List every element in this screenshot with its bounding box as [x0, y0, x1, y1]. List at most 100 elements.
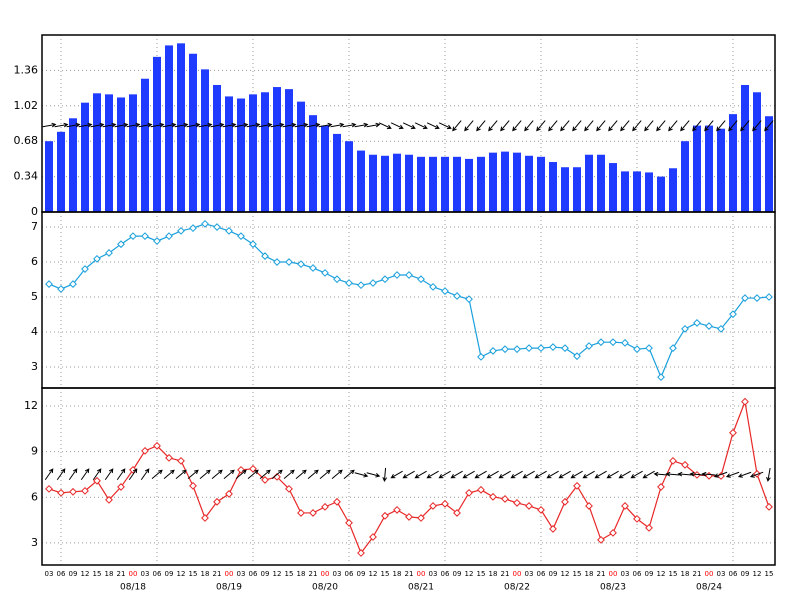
point: [657, 373, 665, 382]
x-tick-label: 00: [129, 570, 138, 578]
wind-arrow: [689, 471, 704, 477]
point: [141, 232, 149, 241]
x-tick-label: 15: [573, 570, 582, 578]
point: [309, 264, 317, 272]
point: [201, 219, 209, 228]
point: [321, 502, 329, 511]
date-label: 08/20: [312, 583, 338, 593]
x-tick-label: 12: [81, 570, 90, 578]
wind-arrow: [606, 470, 619, 479]
point: [429, 282, 437, 291]
wind-arrow: [536, 120, 546, 132]
bar: [417, 156, 425, 212]
wind-arrow: [116, 468, 126, 481]
bar: [129, 94, 137, 212]
wind-arrow: [390, 470, 403, 479]
point: [609, 528, 617, 537]
date-label: 08/18: [120, 583, 146, 593]
bar: [465, 158, 473, 212]
wind-arrow: [223, 469, 235, 480]
x-tick-label: 21: [597, 570, 606, 578]
bar: [309, 115, 317, 212]
bar: [321, 125, 329, 212]
bar: [729, 114, 737, 212]
bar: [561, 167, 569, 212]
wind-arrow: [620, 120, 630, 132]
bar: [405, 154, 413, 212]
x-tick-label: 00: [321, 570, 330, 578]
wind-arrow: [668, 120, 678, 132]
bar: [333, 133, 341, 212]
bar: [69, 118, 77, 212]
x-tick-label: 03: [429, 570, 438, 578]
wind-arrow: [174, 122, 189, 128]
x-tick-label: 12: [177, 570, 186, 578]
y-tick-label: 6: [31, 255, 38, 268]
wind-arrow: [452, 120, 462, 132]
point: [441, 287, 449, 295]
wind-arrow: [737, 471, 752, 478]
wind-arrow: [199, 469, 211, 480]
wind-arrow: [294, 122, 309, 128]
wind-arrow: [295, 469, 307, 480]
point: [573, 481, 581, 490]
wind-arrow: [342, 122, 357, 128]
bar: [105, 94, 113, 212]
x-tick-label: 21: [405, 570, 414, 578]
x-tick-label: 06: [249, 570, 258, 578]
wind-arrow: [656, 120, 666, 132]
point: [357, 549, 365, 557]
wind-arrow: [558, 470, 571, 479]
wind-arrow: [764, 120, 774, 132]
wind-arrow: [343, 469, 355, 480]
bar: [81, 102, 89, 212]
x-tick-label: 15: [381, 570, 390, 578]
wind-arrow: [642, 470, 655, 479]
point: [525, 344, 533, 353]
x-tick-label: 15: [669, 570, 678, 578]
date-label: 08/23: [600, 583, 626, 593]
wind-arrow: [56, 468, 66, 481]
point: [129, 232, 137, 241]
wind-arrow: [80, 468, 90, 481]
point: [105, 495, 113, 504]
date-label: 08/22: [504, 583, 530, 593]
wind-arrow: [390, 122, 404, 130]
point: [633, 514, 641, 523]
wind-arrow: [104, 468, 114, 481]
wind-arrow: [534, 470, 547, 479]
bar: [585, 154, 593, 212]
date-label: 08/19: [216, 583, 242, 593]
point: [453, 509, 461, 517]
bar: [549, 162, 557, 212]
x-tick-label: 12: [273, 570, 282, 578]
bar: [225, 96, 233, 212]
wind-arrow: [570, 470, 583, 479]
y-tick-label: 12: [24, 399, 38, 412]
wind-arrow: [102, 122, 117, 128]
wind-arrow: [692, 120, 702, 132]
point: [549, 525, 557, 533]
point: [681, 460, 689, 469]
y-tick-label: 0.34: [14, 170, 39, 183]
x-tick-label: 03: [237, 570, 246, 578]
bar: [189, 53, 197, 212]
x-tick-label: 18: [201, 570, 210, 578]
point: [417, 275, 425, 284]
date-label: 08/24: [696, 583, 722, 593]
bar: [657, 176, 665, 212]
point: [285, 258, 293, 266]
wind-arrow: [271, 469, 283, 480]
point: [45, 280, 53, 288]
point: [741, 397, 749, 406]
y-tick-label: 0: [31, 205, 38, 218]
wind-arrow: [752, 120, 762, 132]
y-tick-label: 6: [31, 490, 38, 503]
x-tick-label: 09: [549, 570, 558, 578]
x-tick-label: 03: [141, 570, 150, 578]
y-tick-label: 1.02: [14, 99, 39, 112]
point: [573, 352, 581, 361]
point: [309, 509, 317, 517]
wind-arrow: [44, 468, 54, 481]
wind-arrow: [282, 122, 297, 128]
